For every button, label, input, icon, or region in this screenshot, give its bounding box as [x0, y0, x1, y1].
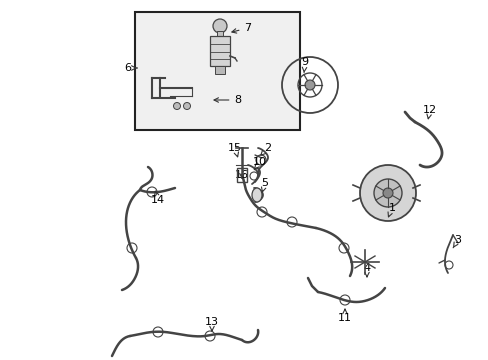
Text: 9: 9 [301, 57, 308, 73]
Circle shape [382, 188, 392, 198]
Bar [209, 36, 229, 66]
Circle shape [213, 19, 226, 33]
Text: 5: 5 [261, 178, 268, 192]
Text: 13: 13 [204, 317, 219, 331]
Text: 1: 1 [387, 203, 395, 217]
Bar [135, 12, 299, 130]
Bar [217, 31, 223, 36]
Text: 6: 6 [124, 63, 137, 73]
Text: 7: 7 [231, 23, 251, 33]
Circle shape [373, 179, 401, 207]
Text: 2: 2 [260, 143, 271, 155]
Text: 3: 3 [452, 235, 461, 248]
Text: 4: 4 [363, 263, 370, 277]
Circle shape [305, 80, 314, 90]
Bar [215, 66, 224, 74]
Text: 10: 10 [252, 157, 266, 170]
Text: 14: 14 [151, 191, 165, 205]
Circle shape [173, 103, 180, 109]
Text: 8: 8 [214, 95, 241, 105]
Text: 12: 12 [422, 105, 436, 119]
Circle shape [183, 103, 190, 109]
Text: 16: 16 [235, 170, 248, 180]
Circle shape [359, 165, 415, 221]
Text: 11: 11 [337, 309, 351, 323]
Text: 15: 15 [227, 143, 242, 157]
Ellipse shape [251, 188, 262, 202]
Bar [237, 168, 246, 182]
